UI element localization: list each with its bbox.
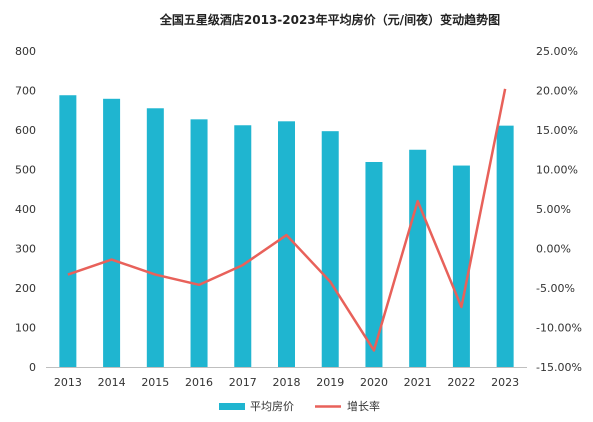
bar xyxy=(409,149,427,367)
x-tick-label: 2019 xyxy=(316,376,344,389)
left-tick-label: 300 xyxy=(15,243,36,256)
legend: 平均房价 增长率 xyxy=(219,399,380,413)
legend-label-bar: 平均房价 xyxy=(250,400,294,413)
left-tick-label: 600 xyxy=(15,124,36,137)
right-tick-label: 10.00% xyxy=(536,164,578,177)
x-tick-label: 2022 xyxy=(447,376,475,389)
x-tick-label: 2014 xyxy=(98,376,126,389)
right-tick-label: -10.00% xyxy=(536,322,582,335)
bar xyxy=(278,121,295,367)
left-axis: 0 100 200 300 400 500 600 700 800 xyxy=(15,45,36,374)
bar xyxy=(59,95,77,368)
right-tick-label: 5.00% xyxy=(536,203,571,216)
x-tick-label: 2013 xyxy=(54,376,82,389)
bar xyxy=(234,125,252,367)
bar xyxy=(146,108,164,368)
right-tick-label: -5.00% xyxy=(536,282,575,295)
left-tick-label: 200 xyxy=(15,282,36,295)
left-tick-label: 0 xyxy=(29,361,36,374)
left-tick-label: 400 xyxy=(15,203,36,216)
x-tick-label: 2015 xyxy=(141,376,169,389)
left-tick-label: 700 xyxy=(15,85,36,98)
left-tick-label: 100 xyxy=(15,322,36,335)
bar xyxy=(103,98,121,368)
chart-title: 全国五星级酒店2013-2023年平均房价（元/间夜）变动趋势图 xyxy=(159,12,500,27)
right-tick-label: 25.00% xyxy=(536,45,578,58)
x-tick-label: 2016 xyxy=(185,376,213,389)
legend-label-line: 增长率 xyxy=(347,399,380,413)
x-axis: 2013 2014 2015 2016 2017 2018 2019 2020 2021 2022… xyxy=(54,376,519,389)
left-tick-label: 800 xyxy=(15,45,36,58)
bar xyxy=(190,119,208,368)
right-tick-label: 20.00% xyxy=(536,85,578,98)
right-tick-label: -15.00% xyxy=(536,361,582,374)
left-tick-label: 500 xyxy=(15,164,36,177)
bar xyxy=(321,131,339,367)
x-tick-label: 2017 xyxy=(229,376,257,389)
growth-line xyxy=(67,88,507,352)
x-tick-label: 2020 xyxy=(360,376,388,389)
bar xyxy=(365,161,383,367)
line-series xyxy=(67,88,507,352)
bar-series xyxy=(59,95,514,368)
legend-swatch-bar xyxy=(219,403,245,410)
x-tick-label: 2023 xyxy=(491,376,519,389)
right-tick-label: 15.00% xyxy=(536,124,578,137)
bar xyxy=(452,165,470,367)
right-axis: -15.00% -10.00% -5.00% 0.00% 5.00% 10.00% 15.0… xyxy=(536,45,582,374)
bar xyxy=(496,125,514,367)
right-tick-label: 0.00% xyxy=(536,243,571,256)
x-tick-label: 2018 xyxy=(273,376,301,389)
x-tick-label: 2021 xyxy=(404,376,432,389)
